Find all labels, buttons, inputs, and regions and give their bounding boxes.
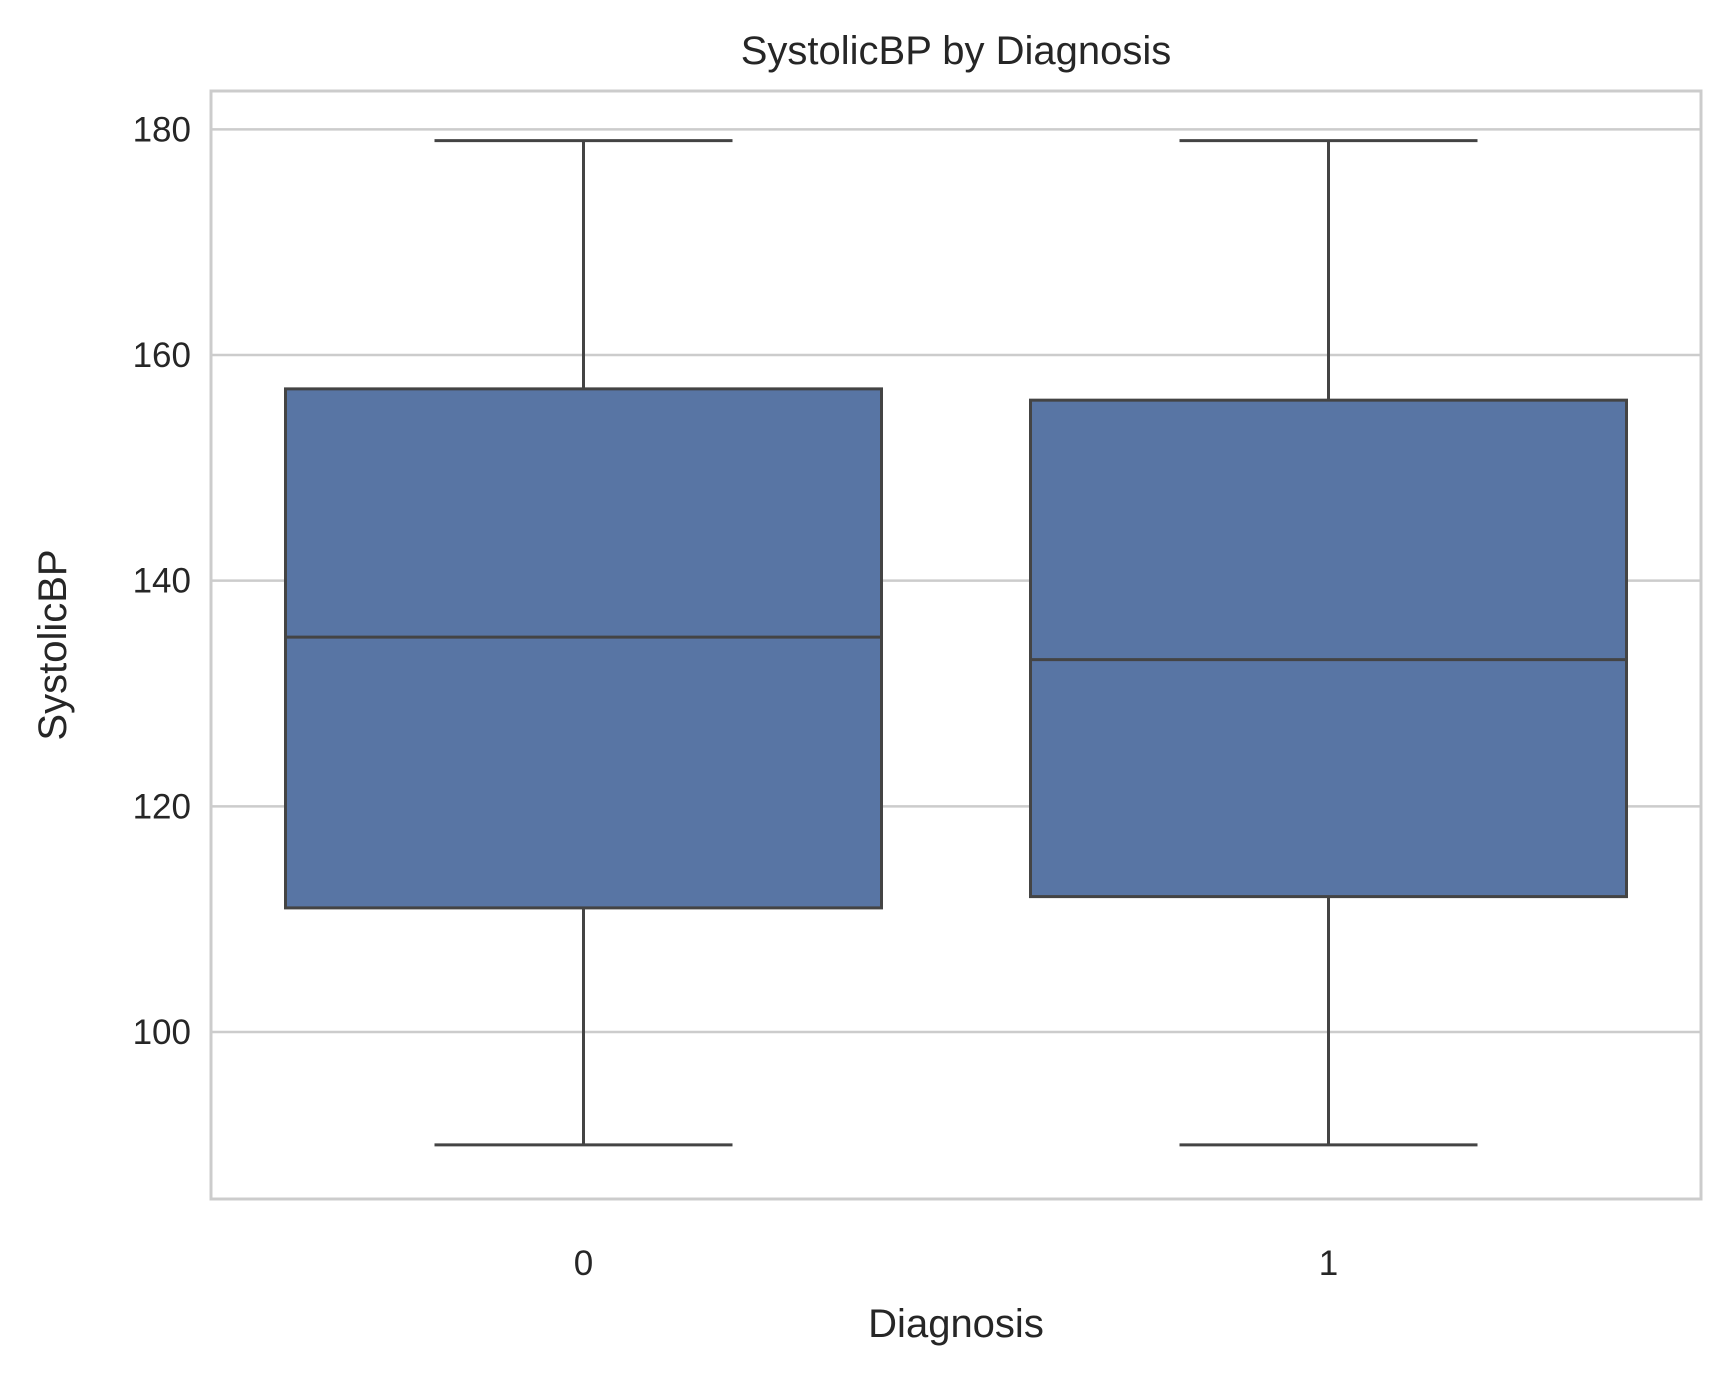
y-axis-label: SystolicBP xyxy=(31,549,75,740)
x-tick-label: 1 xyxy=(1319,1244,1338,1283)
box-group-1 xyxy=(1029,139,1628,1147)
box-group-0 xyxy=(284,139,883,1147)
y-tick-labels: 100 120 140 160 180 xyxy=(133,110,191,1052)
y-tick-label: 120 xyxy=(133,787,191,826)
y-tick-label: 180 xyxy=(133,110,191,149)
plot-frame xyxy=(209,89,1703,1201)
box-body xyxy=(1029,398,1628,899)
chart-title: SystolicBP by Diagnosis xyxy=(741,29,1172,73)
boxes xyxy=(284,139,1628,1147)
y-tick-label: 100 xyxy=(133,1013,191,1052)
box-body xyxy=(284,387,883,910)
y-tick-label: 140 xyxy=(133,562,191,601)
x-tick-label: 0 xyxy=(574,1244,593,1283)
x-axis-label: Diagnosis xyxy=(868,1302,1044,1346)
y-tick-label: 160 xyxy=(133,336,191,375)
